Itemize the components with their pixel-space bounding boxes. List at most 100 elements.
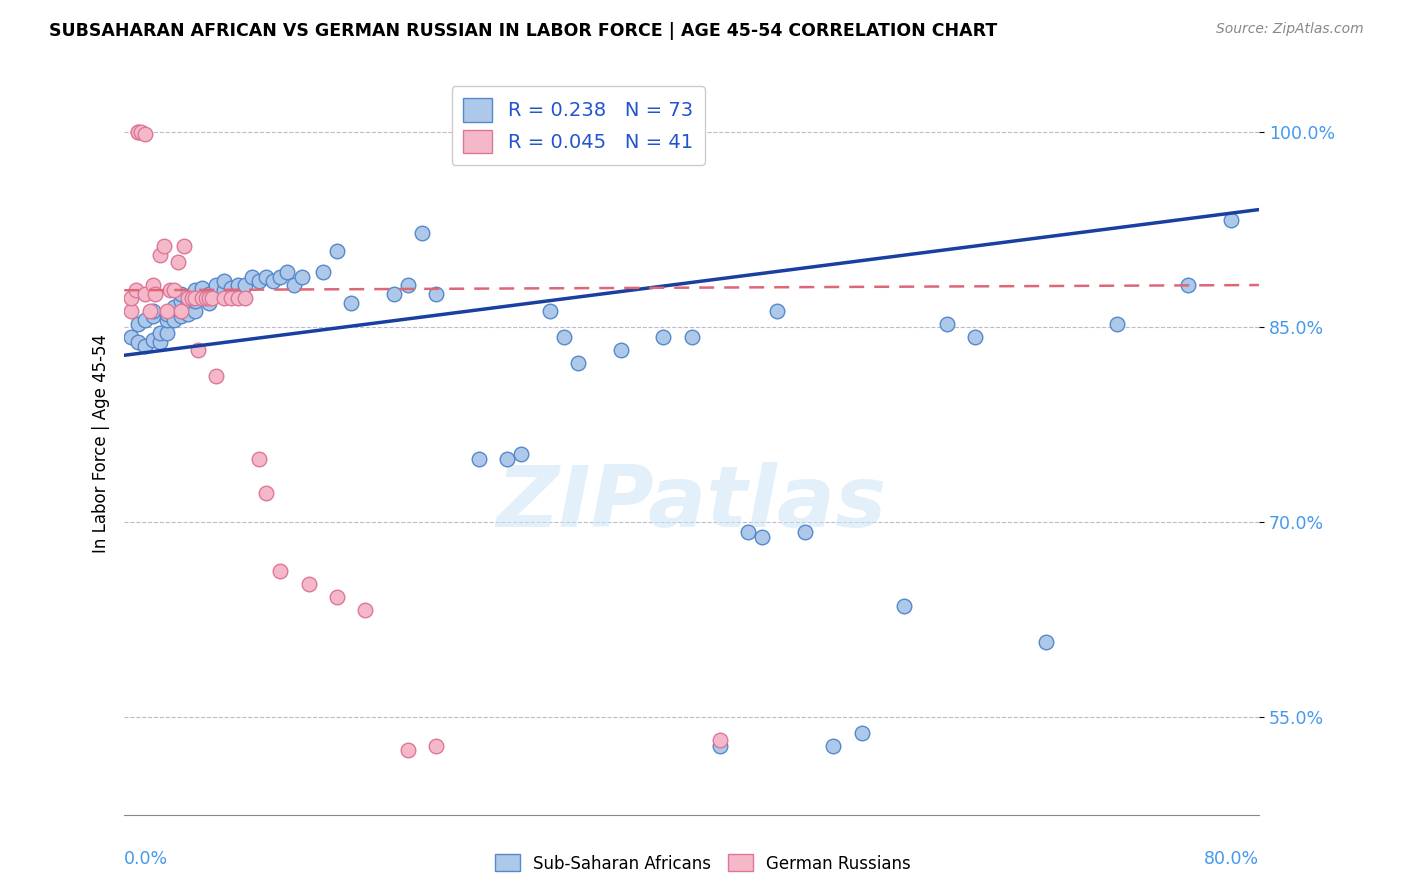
Text: 0.0%: 0.0% — [124, 850, 169, 868]
Point — [382, 287, 405, 301]
Point — [219, 280, 242, 294]
Point — [156, 313, 179, 327]
Point — [935, 317, 957, 331]
Point — [1035, 634, 1057, 648]
Point — [1177, 278, 1199, 293]
Point — [170, 304, 193, 318]
Point — [177, 307, 200, 321]
Point — [219, 291, 242, 305]
Point — [283, 278, 305, 293]
Point — [145, 287, 167, 301]
Point — [396, 742, 419, 756]
Point — [159, 283, 181, 297]
Point — [124, 283, 146, 297]
Point — [567, 356, 589, 370]
Point — [212, 274, 235, 288]
Point — [184, 293, 207, 308]
Point — [681, 330, 703, 344]
Point — [156, 326, 179, 341]
Point — [163, 313, 186, 327]
Point — [510, 447, 533, 461]
Point — [851, 725, 873, 739]
Point — [538, 304, 561, 318]
Point — [181, 291, 204, 305]
Point — [496, 452, 519, 467]
Point — [240, 270, 263, 285]
Point — [177, 296, 200, 310]
Text: 80.0%: 80.0% — [1204, 850, 1258, 868]
Point — [269, 564, 291, 578]
Point — [142, 278, 165, 293]
Point — [254, 270, 277, 285]
Point — [411, 226, 433, 240]
Point — [326, 591, 349, 605]
Point — [134, 127, 156, 141]
Point — [205, 278, 228, 293]
Point — [187, 343, 209, 357]
Point — [195, 291, 218, 305]
Point — [290, 270, 312, 285]
Point — [127, 124, 149, 138]
Point — [226, 278, 249, 293]
Point — [965, 330, 987, 344]
Legend: Sub-Saharan Africans, German Russians: Sub-Saharan Africans, German Russians — [488, 847, 918, 880]
Point — [142, 333, 165, 347]
Point — [201, 291, 224, 305]
Point — [226, 291, 249, 305]
Point — [127, 317, 149, 331]
Point — [153, 239, 176, 253]
Point — [269, 270, 291, 285]
Point — [170, 304, 193, 318]
Point — [254, 486, 277, 500]
Point — [134, 313, 156, 327]
Point — [212, 283, 235, 297]
Point — [233, 278, 256, 293]
Point — [737, 525, 759, 540]
Point — [149, 335, 172, 350]
Point — [142, 304, 165, 318]
Point — [1107, 317, 1129, 331]
Point — [134, 287, 156, 301]
Point — [120, 304, 142, 318]
Point — [173, 239, 195, 253]
Point — [425, 739, 447, 753]
Point — [297, 577, 319, 591]
Point — [120, 291, 142, 305]
Point — [751, 531, 773, 545]
Point — [127, 124, 149, 138]
Point — [120, 330, 142, 344]
Point — [205, 287, 228, 301]
Point — [247, 452, 270, 467]
Point — [198, 291, 221, 305]
Point — [149, 248, 172, 262]
Point — [198, 287, 221, 301]
Point — [191, 280, 214, 294]
Point — [326, 244, 349, 259]
Point — [205, 369, 228, 384]
Point — [127, 335, 149, 350]
Text: ZIPatlas: ZIPatlas — [496, 461, 887, 545]
Point — [893, 599, 915, 614]
Point — [609, 343, 631, 357]
Point — [312, 265, 335, 279]
Point — [709, 739, 731, 753]
Point — [765, 304, 787, 318]
Point — [163, 300, 186, 314]
Point — [823, 739, 845, 753]
Point — [149, 326, 172, 341]
Point — [156, 307, 179, 321]
Point — [156, 304, 179, 318]
Point — [191, 287, 214, 301]
Point — [184, 283, 207, 297]
Point — [139, 304, 162, 318]
Legend: R = 0.238   N = 73, R = 0.045   N = 41: R = 0.238 N = 73, R = 0.045 N = 41 — [451, 87, 704, 165]
Point — [276, 265, 298, 279]
Point — [553, 330, 575, 344]
Text: SUBSAHARAN AFRICAN VS GERMAN RUSSIAN IN LABOR FORCE | AGE 45-54 CORRELATION CHAR: SUBSAHARAN AFRICAN VS GERMAN RUSSIAN IN … — [49, 22, 997, 40]
Point — [184, 304, 207, 318]
Point — [170, 310, 193, 324]
Point — [212, 291, 235, 305]
Point — [794, 525, 817, 540]
Point — [198, 296, 221, 310]
Point — [142, 310, 165, 324]
